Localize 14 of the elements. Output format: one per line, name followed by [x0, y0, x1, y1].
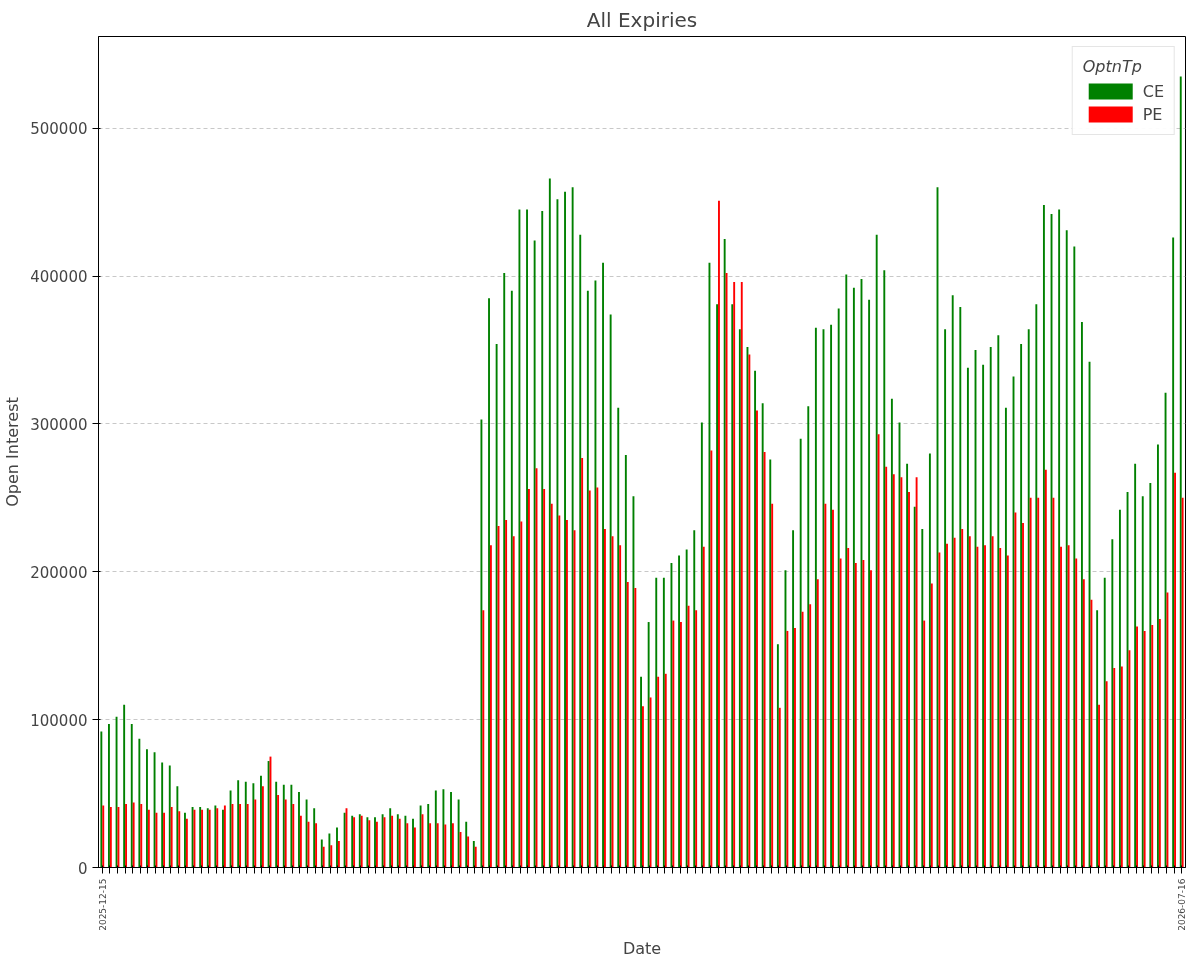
x-tick-label: 2025-12-15 — [97, 878, 108, 931]
chart-title: All Expiries — [586, 7, 698, 32]
y-tick-label: 0 — [77, 859, 88, 878]
y-tick-label: 400000 — [30, 268, 88, 287]
legend-title: OptnTp — [1082, 57, 1143, 76]
legend-label: CE — [1142, 81, 1164, 101]
y-tick-label: 300000 — [30, 415, 88, 434]
legend-label: PE — [1142, 104, 1163, 124]
x-axis-title: Date — [622, 938, 662, 958]
y-tick-label: 500000 — [30, 120, 88, 139]
y-tick-label: 100000 — [30, 711, 88, 730]
y-tick-label: 200000 — [30, 563, 88, 582]
x-tick-label: 2026-07-16 — [1177, 878, 1188, 931]
y-axis-title: Open Interest — [3, 397, 23, 507]
